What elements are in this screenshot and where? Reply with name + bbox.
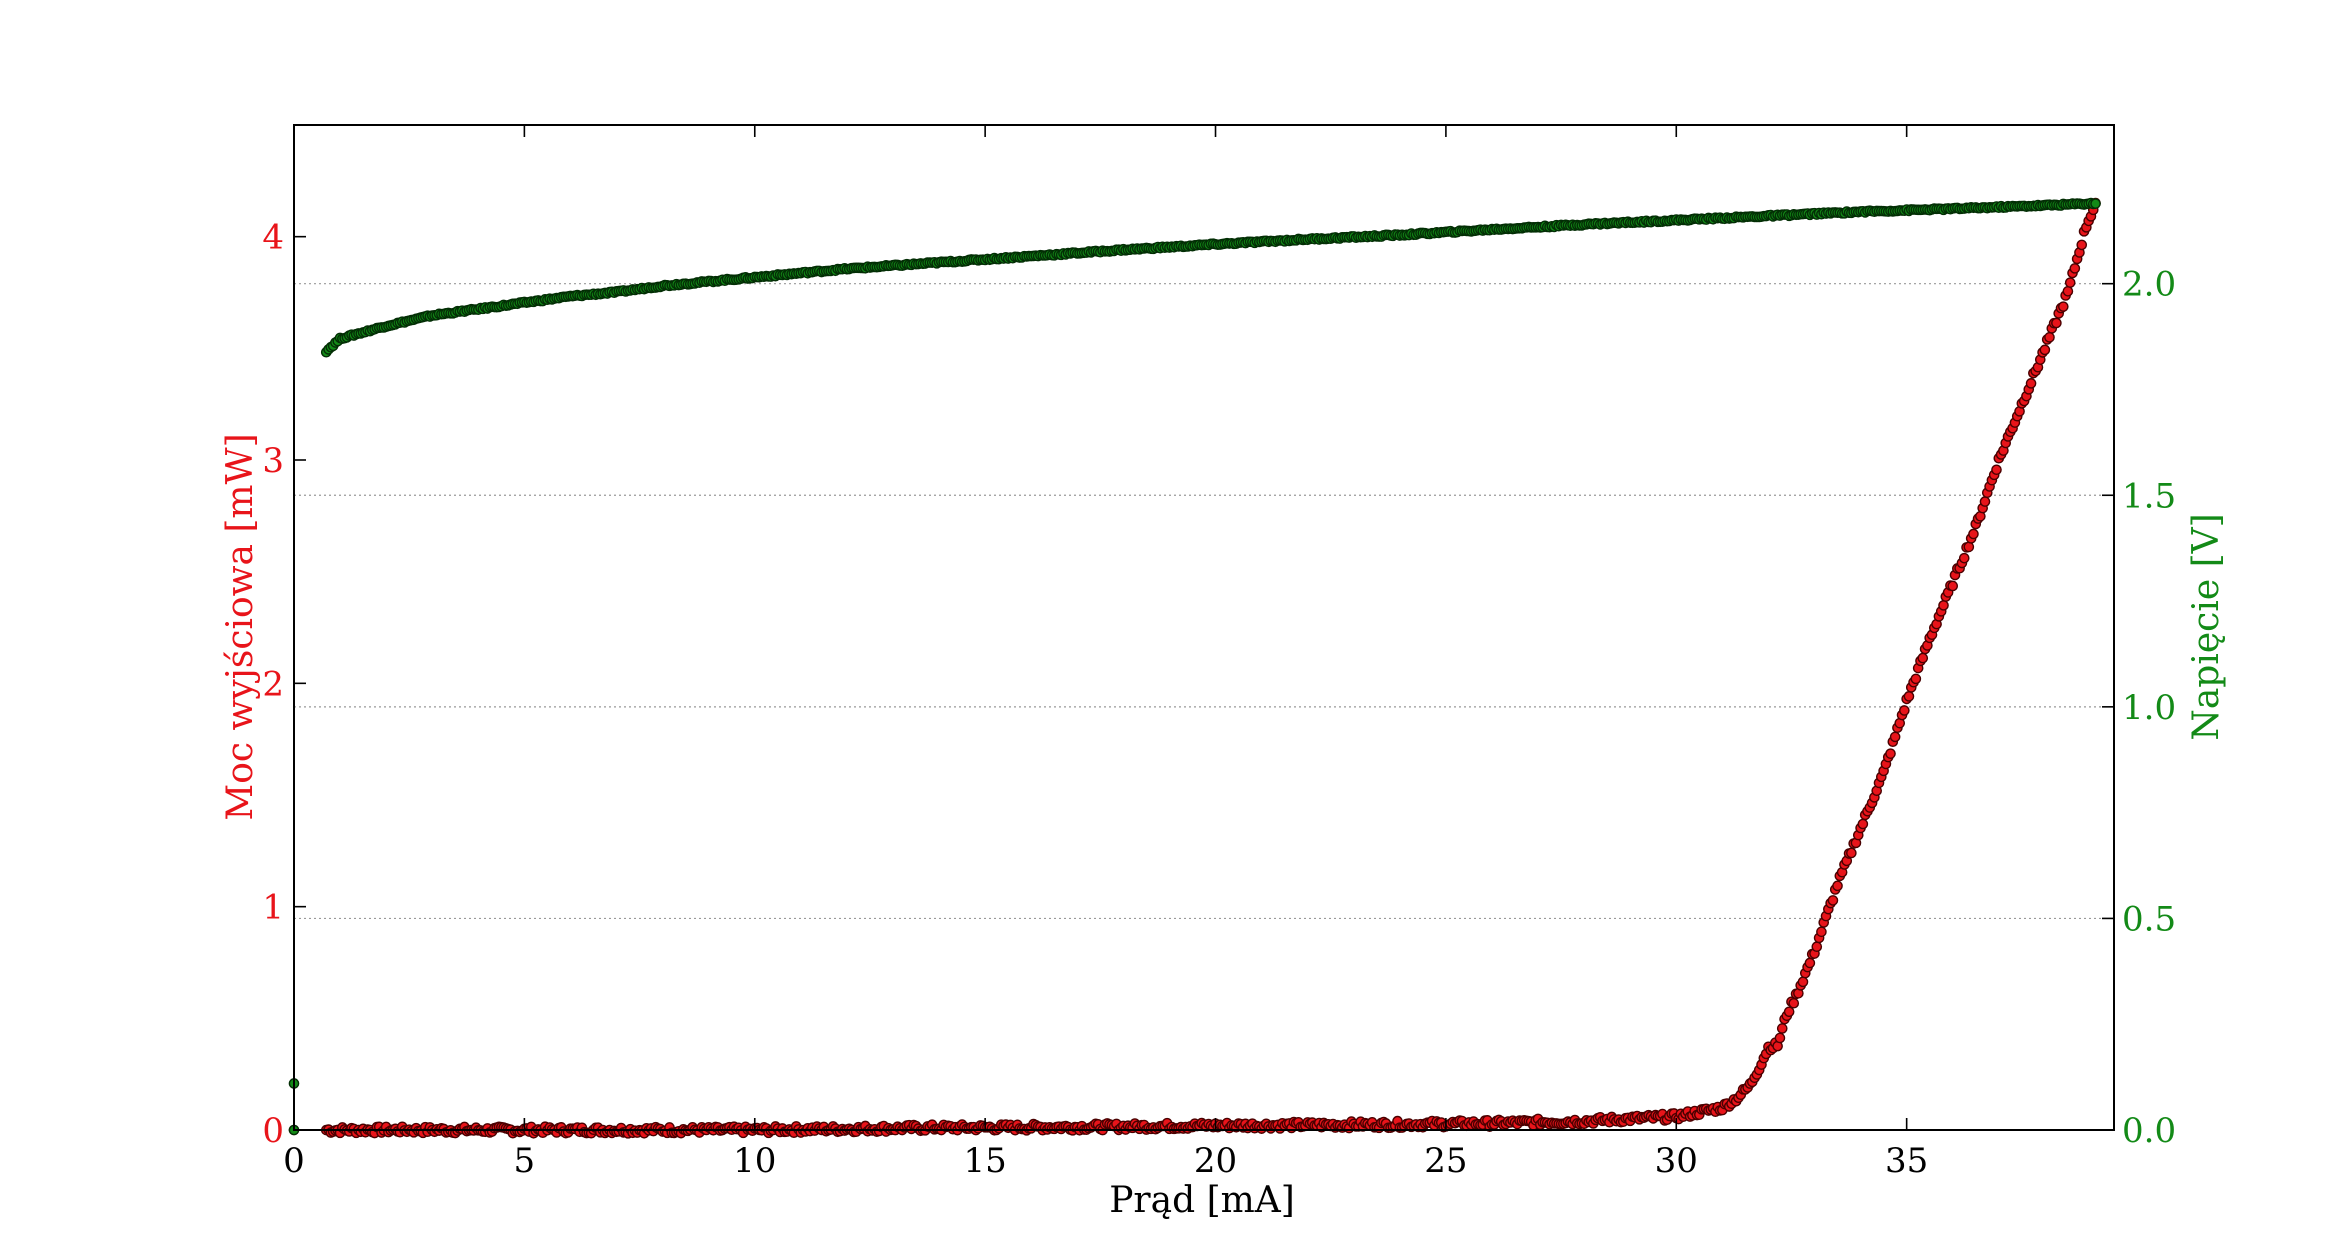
data-series: [288, 197, 2101, 1139]
data-point: [1963, 541, 1975, 553]
right-y-axis-title: Napięcie [V]: [2186, 513, 2227, 740]
data-point: [2025, 378, 2037, 389]
y-left-tick-label-4: 4: [262, 218, 284, 258]
series-voltage: [288, 197, 2101, 1136]
data-point: [2069, 263, 2081, 274]
x-tick-label-1: 5: [514, 1141, 536, 1181]
series-power: [288, 197, 2101, 1139]
left-y-axis-title: Moc wyjściowa [mW]: [220, 433, 261, 820]
y-right-tick-label-2: 1.0: [2122, 688, 2176, 728]
y-right-tick-label-1: 0.5: [2122, 899, 2176, 939]
data-point: [1776, 1023, 1788, 1034]
data-point: [1832, 880, 1843, 892]
x-tick-label-7: 35: [1885, 1141, 1928, 1181]
data-point: [1910, 673, 1922, 685]
data-point: [2058, 301, 2069, 312]
data-point: [1811, 941, 1823, 953]
data-point: [1947, 580, 1959, 592]
data-point: [1958, 552, 1970, 564]
data-point: [1857, 818, 1869, 830]
data-point: [1783, 1006, 1795, 1018]
data-point: [1846, 847, 1857, 859]
data-point: [2039, 344, 2051, 356]
y-left-tick-label-2: 2: [262, 664, 284, 704]
data-point: [1827, 895, 1839, 906]
x-tick-label-0: 0: [283, 1141, 305, 1181]
data-point: [1804, 957, 1816, 969]
data-point: [1797, 976, 1809, 988]
y-left-tick-label-1: 1: [262, 888, 284, 928]
data-point: [1816, 926, 1827, 938]
data-point: [2076, 239, 2088, 251]
x-tick-label-5: 25: [1424, 1141, 1467, 1181]
data-point: [1788, 997, 1800, 1009]
y-left-tick-label-0: 0: [262, 1111, 284, 1151]
axis-ticks: [293, 125, 2114, 1131]
data-point: [1889, 731, 1901, 743]
data-point: [1968, 528, 1979, 540]
data-point: [1899, 705, 1910, 716]
y-right-tick-label-4: 2.0: [2122, 265, 2176, 305]
data-point: [1885, 748, 1896, 759]
data-point: [2064, 277, 2076, 288]
data-point: [2062, 285, 2074, 297]
data-point: [1917, 652, 1929, 664]
tick-labels: 0 5 10 15 20 25 30 35 0 1 2 3 4 0.0 0.5 1.0 1.5 2.0: [262, 218, 2176, 1181]
data-point: [1991, 464, 2002, 476]
data-point: [2090, 198, 2101, 209]
x-tick-label-6: 30: [1655, 1141, 1698, 1181]
x-tick-label-4: 20: [1194, 1141, 1237, 1181]
y-left-tick-label-3: 3: [262, 441, 284, 481]
x-tick-label-2: 10: [733, 1141, 776, 1181]
y-right-tick-label-3: 1.5: [2122, 476, 2176, 516]
data-point: [1774, 1032, 1786, 1044]
x-tick-label-3: 15: [964, 1141, 1007, 1181]
plot-frame: [293, 124, 2115, 1131]
x-axis-title: Prąd [mA]: [1109, 1180, 1295, 1221]
data-point: [2051, 317, 2062, 329]
y-right-tick-label-0: 0.0: [2122, 1111, 2176, 1151]
grid-lines: [294, 283, 2114, 920]
data-point: [1938, 600, 1949, 611]
data-point: [1903, 691, 1915, 702]
data-point: [1979, 496, 1991, 507]
data-point: [2044, 332, 2055, 343]
